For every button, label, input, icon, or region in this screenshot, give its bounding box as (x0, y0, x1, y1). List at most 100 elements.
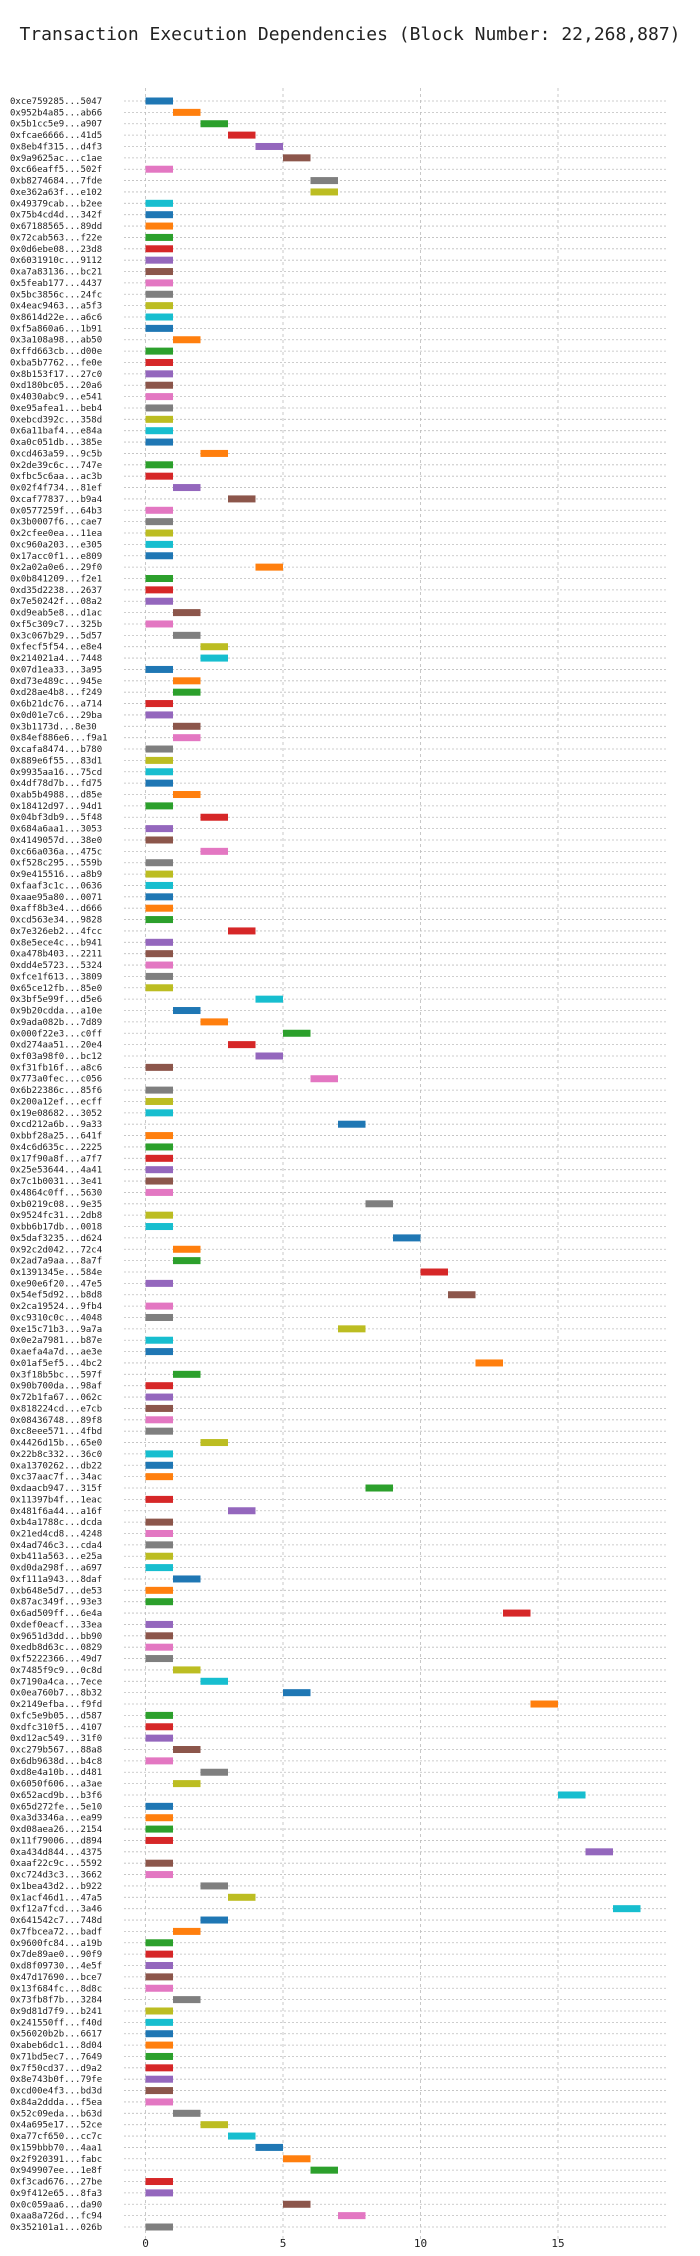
transaction-label: 0xf3cad676...27be (10, 2178, 102, 2188)
transaction-label: 0xe95afea1...beb4 (10, 404, 102, 414)
transaction-bar (145, 1097, 173, 1105)
transaction-label: 0x3b1173d...8e30 (10, 722, 97, 732)
transaction-bar (173, 1746, 201, 1754)
transaction-bar (145, 1757, 173, 1765)
transaction-bar (145, 347, 173, 355)
transaction-label: 0xdef0eacf...33ea (10, 1620, 102, 1630)
transaction-bar (613, 1905, 641, 1913)
transaction-label: 0xa77cf650...cc7c (10, 2132, 102, 2142)
transaction-label: 0x67188565...89dd (10, 222, 102, 232)
transaction-bar (145, 1348, 173, 1356)
transaction-bar (200, 1882, 228, 1890)
transaction-label: 0x11397b4f...1eac (10, 1495, 102, 1505)
transaction-bar (145, 381, 173, 389)
transaction-bar (173, 1666, 201, 1674)
transaction-bar (145, 1450, 173, 1458)
transaction-label: 0x65d272fe...5e10 (10, 1802, 102, 1812)
transaction-bar (200, 120, 228, 128)
transaction-bar (145, 1427, 173, 1435)
transaction-label: 0x8614d22e...a6c6 (10, 313, 102, 323)
transaction-bar (145, 1336, 173, 1344)
transaction-bar (283, 2155, 311, 2163)
transaction-bar (145, 1973, 173, 1981)
transaction-bar (145, 1109, 173, 1117)
transaction-label: 0xdd4e5723...5324 (10, 961, 102, 971)
transaction-label: 0x5daf3235...d624 (10, 1234, 102, 1244)
transaction-bar (145, 2041, 173, 2049)
transaction-bar (393, 1234, 421, 1242)
transaction-label: 0x11f79006...d894 (10, 1836, 102, 1846)
transaction-bar (310, 177, 338, 185)
transaction-bar (365, 1200, 393, 1208)
transaction-label: 0x8e5ece4c...b941 (10, 938, 102, 948)
transaction-label: 0x90b700da...98af (10, 1382, 102, 1392)
transaction-bar (145, 1632, 173, 1640)
transaction-bar (310, 188, 338, 196)
transaction-bar (145, 597, 173, 605)
transaction-bar (173, 1575, 201, 1583)
transaction-bar (145, 1416, 173, 1424)
transaction-bars (145, 97, 641, 2231)
transaction-label: 0x952b4a85...ab66 (10, 108, 102, 118)
transaction-label: 0x9d81d7f9...b241 (10, 2007, 102, 2017)
transaction-label: 0x200a12ef...ecff (10, 1097, 102, 1107)
transaction-label: 0xd9eab5e8...d1ac (10, 609, 102, 619)
transaction-bar (228, 131, 256, 139)
transaction-bar (145, 1188, 173, 1196)
transaction-bar (173, 734, 201, 742)
transaction-label: 0x652acd9b...b3f6 (10, 1791, 102, 1801)
transaction-bar (475, 1359, 503, 1367)
transaction-label: 0x889e6f55...83d1 (10, 756, 102, 766)
transaction-bar (145, 211, 173, 219)
transaction-bar (145, 256, 173, 264)
transaction-bar (145, 1313, 173, 1321)
transaction-label: 0xfc5e9b05...d587 (10, 1711, 102, 1721)
transaction-label: 0x0e2a7981...b87e (10, 1336, 102, 1346)
transaction-bar (145, 984, 173, 992)
transaction-bar (283, 154, 311, 162)
transaction-bar (173, 677, 201, 685)
transaction-label: 0xfce1f613...3809 (10, 972, 102, 982)
x-tick-label: 15 (551, 2237, 564, 2250)
transaction-bar (255, 1052, 283, 1060)
transaction-bar (173, 336, 201, 344)
transaction-label: 0xc8eee571...4fbd (10, 1427, 102, 1437)
transaction-label: 0x5feab177...4437 (10, 279, 102, 289)
transaction-label: 0xe15c71b3...9a7a (10, 1325, 102, 1335)
transaction-label: 0xc66a036a...475c (10, 847, 102, 857)
transaction-bar (145, 893, 173, 901)
transaction-bar (145, 438, 173, 446)
transaction-label: 0xaff8b3e4...d666 (10, 904, 102, 914)
transaction-bar (228, 495, 256, 503)
transaction-bar (145, 756, 173, 764)
transaction-bar (173, 722, 201, 730)
transaction-bar (145, 1154, 173, 1162)
transaction-label: 0x2cfee0ea...11ea (10, 529, 102, 539)
transaction-label: 0xd8e4a10b...d481 (10, 1768, 102, 1778)
transaction-bar (145, 1620, 173, 1628)
transaction-bar (145, 233, 173, 241)
transaction-label: 0xf5222366...49d7 (10, 1655, 102, 1665)
transaction-bar (530, 1700, 558, 1708)
transaction-bar (145, 1518, 173, 1526)
transaction-label: 0x9e415516...a8b9 (10, 870, 102, 880)
transaction-label: 0x2de39c6c...747e (10, 461, 102, 471)
transaction-label: 0x241550ff...f40d (10, 2018, 102, 2028)
transaction-bar (145, 881, 173, 889)
transaction-label: 0xa3d3346a...ea99 (10, 1814, 102, 1824)
transaction-bar (145, 404, 173, 412)
transaction-bar (145, 199, 173, 207)
transaction-label: 0xc37aac7f...34ac (10, 1473, 102, 1483)
transaction-label: 0x9935aa16...75cd (10, 768, 102, 778)
transaction-label: 0x71bd5ec7...7649 (10, 2052, 102, 2062)
transaction-label: 0xc279b567...88a8 (10, 1746, 102, 1756)
transaction-bar (585, 1848, 613, 1856)
transaction-bar (145, 1529, 173, 1537)
transaction-label: 0xd35d2238...2637 (10, 586, 102, 596)
transaction-bar (200, 1768, 228, 1776)
transaction-label: 0xf12a7fcd...3a46 (10, 1905, 102, 1915)
transaction-label: 0xf528c295...559b (10, 859, 102, 869)
transaction-bar (145, 779, 173, 787)
transaction-label: 0xce759285...5047 (10, 97, 102, 107)
x-axis-ticks: 0 5 10 15 (142, 2237, 564, 2250)
